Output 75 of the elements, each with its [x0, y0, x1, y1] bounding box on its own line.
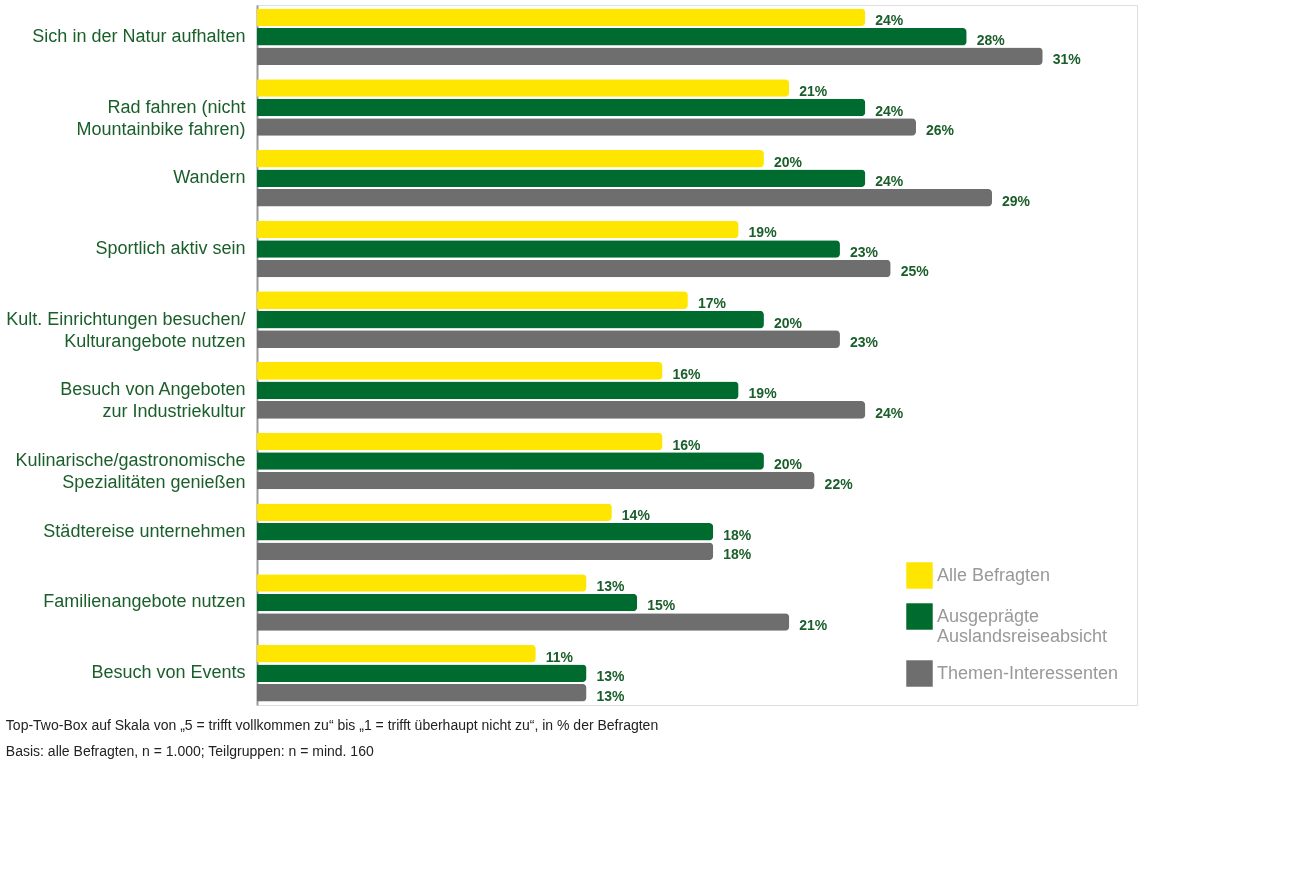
bar: [257, 188, 993, 207]
data-label: 31%: [1052, 51, 1082, 68]
data-label: 20%: [773, 314, 803, 331]
bar: [257, 542, 714, 561]
data-label: 24%: [875, 102, 904, 119]
text: Basis: alle Befragten, n = 1.000; Teilgruppen: n = mind. 160: [5, 743, 374, 759]
bar: [257, 471, 815, 490]
bar: [257, 613, 790, 631]
data-label: 22%: [824, 475, 854, 492]
bar: [257, 8, 866, 27]
legend-label: Ausgeprägte Auslandsreiseabsicht: [937, 605, 1108, 646]
data-label: 19%: [748, 385, 778, 402]
bar: [257, 47, 1043, 66]
bar: [257, 169, 866, 188]
y-tick-label: Familienangebote nutzen: [43, 591, 246, 612]
bar: [257, 310, 764, 329]
data-label: 29%: [1002, 192, 1031, 209]
y-tick-label: Sich in der Natur aufhalten: [32, 25, 246, 46]
data-label: 20%: [773, 456, 803, 473]
bar: [257, 28, 967, 46]
data-label: 25%: [900, 263, 930, 280]
y-tick-label: Besuch von Events: [91, 662, 246, 683]
bar: [257, 118, 916, 136]
bar: [257, 452, 764, 470]
data-label: 24%: [875, 173, 904, 190]
y-tick-label: Rad fahren (nicht Mountainbike fahren): [76, 96, 246, 139]
data-label: 14%: [621, 507, 651, 524]
text: Top-Two-Box auf Skala von „5 = trifft vollkommen zu“ bis „1 = trifft überhaupt nicht zu“, in % der Befragten: [5, 717, 659, 733]
y-tick-label: Besuch von Angeboten zur Industriekultur: [60, 379, 246, 422]
bar: [257, 574, 587, 592]
bar: [257, 291, 688, 309]
data-label: 16%: [672, 365, 702, 382]
data-label: 13%: [596, 687, 626, 704]
y-tick-label: Wandern: [173, 167, 246, 188]
bar: [257, 149, 764, 168]
data-label: 19%: [748, 224, 778, 241]
data-label: 13%: [596, 577, 626, 594]
y-tick-label: Kulinarische/gastronomische Spezialitäten genießen: [15, 450, 246, 493]
legend-label: Themen-Interessenten: [937, 662, 1119, 683]
bar: [257, 432, 663, 451]
bar: [257, 220, 739, 239]
y-tick-label: Kult. Einrichtungen besuchen/ Kulturangebote nutzen: [6, 308, 246, 351]
legend-label: Alle Befragten: [937, 564, 1051, 585]
data-label: 24%: [875, 12, 904, 29]
data-label: 11%: [545, 648, 574, 665]
bar: [257, 683, 587, 702]
data-label: 23%: [849, 243, 879, 260]
data-label: 15%: [647, 597, 676, 614]
data-label: 18%: [723, 546, 752, 563]
bar: [257, 240, 840, 258]
bar: [257, 330, 840, 348]
bar: [257, 664, 587, 682]
data-label: 24%: [875, 404, 904, 421]
bar: [257, 259, 891, 278]
bar: [257, 401, 866, 419]
bar: [257, 98, 866, 117]
data-label: 17%: [697, 295, 727, 312]
data-label: 23%: [849, 334, 879, 351]
data-label: 21%: [799, 616, 828, 633]
bar: [257, 593, 638, 612]
bar: [257, 381, 739, 400]
data-label: 18%: [723, 526, 752, 543]
bar: [257, 503, 612, 522]
data-label: 20%: [773, 153, 803, 170]
y-tick-label: Sportlich aktiv sein: [95, 237, 246, 258]
data-label: 21%: [799, 83, 828, 100]
bar: [257, 362, 663, 380]
bar: [257, 644, 536, 663]
data-label: 26%: [925, 122, 955, 139]
bar: [257, 522, 714, 541]
data-label: 28%: [976, 31, 1006, 48]
y-tick-label: Städtereise unternehmen: [43, 520, 246, 541]
data-label: 13%: [596, 668, 626, 685]
bar: [257, 79, 790, 97]
data-label: 16%: [672, 436, 702, 453]
